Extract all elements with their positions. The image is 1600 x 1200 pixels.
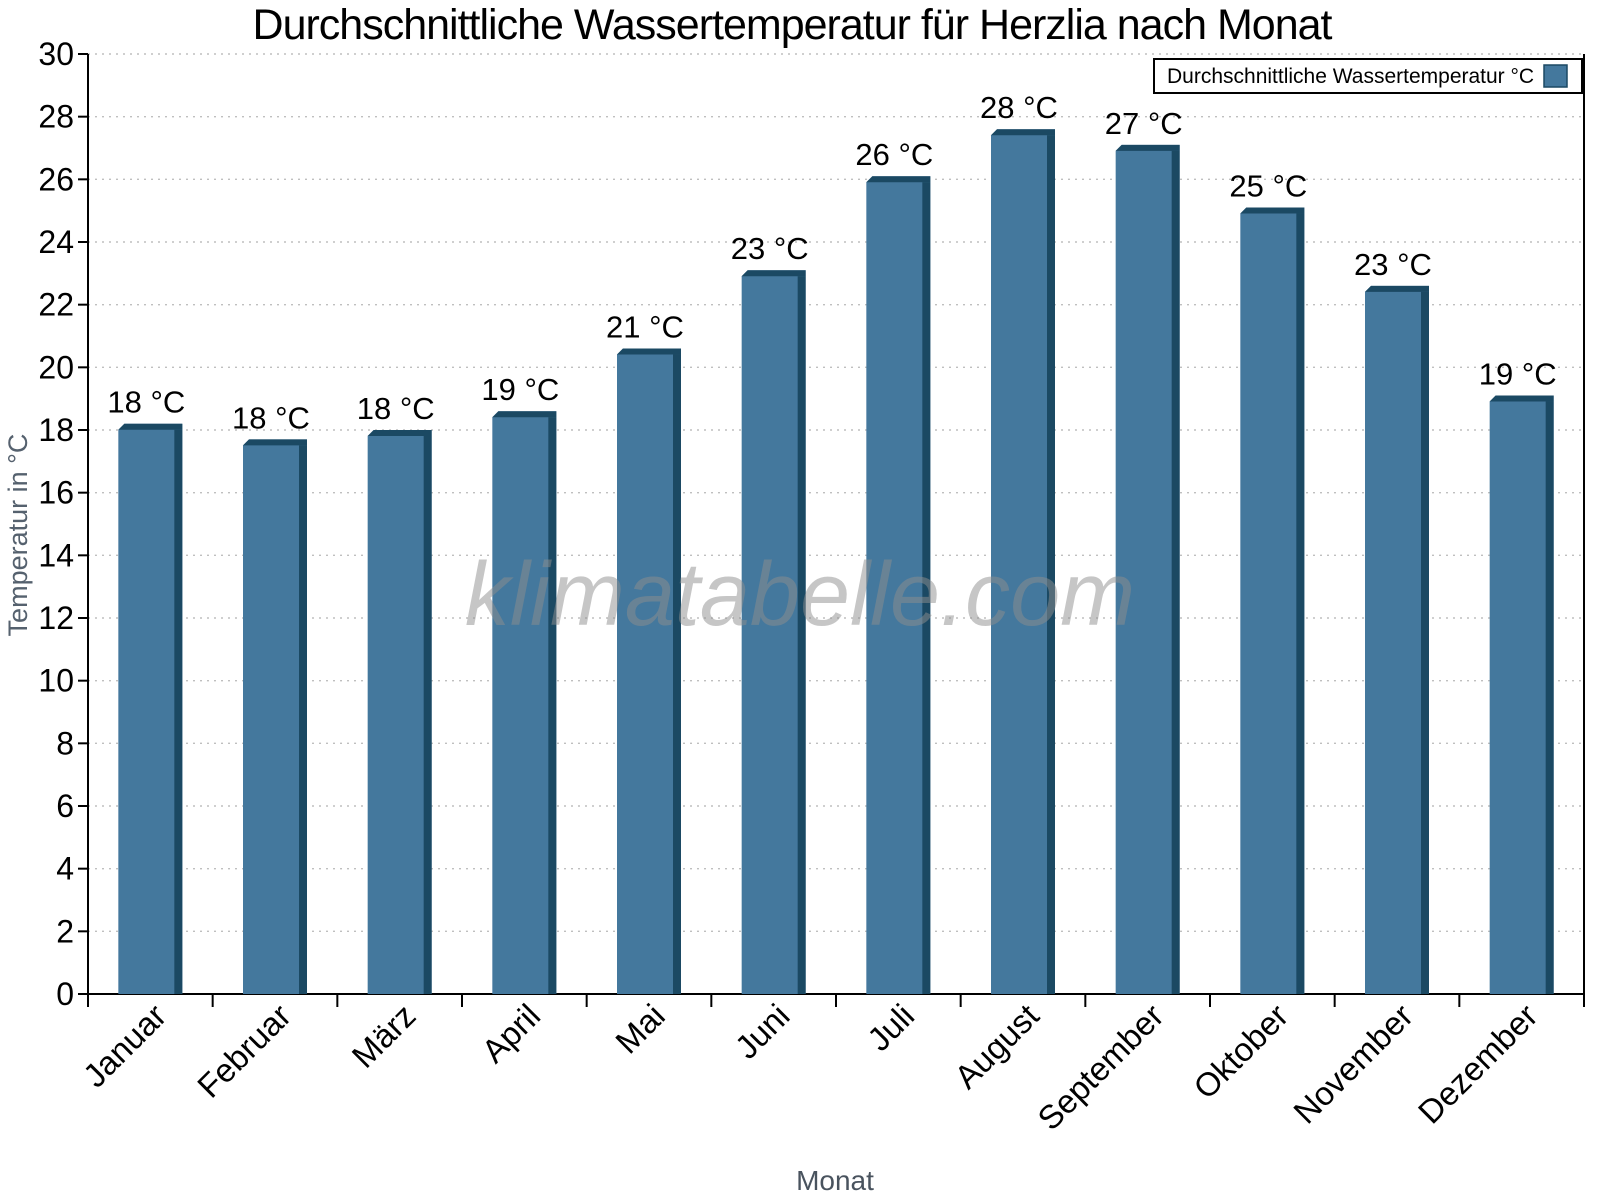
y-tick-label: 26 xyxy=(38,161,74,197)
legend-swatch xyxy=(1543,64,1568,88)
bar-right-edge xyxy=(1047,135,1055,994)
month-label-april: April xyxy=(474,997,547,1070)
x-axis-ticks xyxy=(87,994,1585,1007)
bar-top-edge xyxy=(617,348,681,355)
y-tick-label: 6 xyxy=(56,788,74,824)
bar-value-label: 23 °C xyxy=(731,231,809,266)
bar-value-label: 18 °C xyxy=(357,391,435,426)
bar-maerz[interactable] xyxy=(367,430,432,994)
bar-februar[interactable] xyxy=(243,439,307,994)
bar-top-edge xyxy=(492,411,557,418)
bar-right-edge xyxy=(922,182,931,994)
bar-value-label: 27 °C xyxy=(1105,106,1183,141)
bar-value-label: 18 °C xyxy=(107,385,185,420)
bar-mai[interactable] xyxy=(617,348,681,994)
legend-box xyxy=(1153,58,1583,94)
bar-value-label: 28 °C xyxy=(980,90,1058,125)
gridlines xyxy=(88,53,1584,933)
bar-top-edge xyxy=(741,270,806,277)
y-tick-label: 20 xyxy=(38,349,74,385)
bar-value-label: 19 °C xyxy=(1479,357,1557,392)
watermark: klimatabelle.com xyxy=(465,545,1135,645)
bar-series xyxy=(118,129,1554,995)
bar-top-edge xyxy=(866,176,931,183)
y-tick-label: 12 xyxy=(38,600,74,636)
legend-label: Durchschnittliche Wassertemperatur °C xyxy=(1167,65,1534,88)
month-label-maerz: März xyxy=(345,997,423,1075)
bar-august[interactable] xyxy=(991,129,1055,994)
bar-dezember[interactable] xyxy=(1489,395,1554,994)
bar-right-edge xyxy=(299,445,307,994)
bar-value-label: 23 °C xyxy=(1354,247,1432,282)
bar-value-label: 25 °C xyxy=(1229,169,1307,204)
month-label-juli: Juli xyxy=(860,997,921,1058)
bar-right-edge xyxy=(673,354,681,994)
bar-right-edge xyxy=(174,429,183,994)
y-tick-label: 0 xyxy=(56,976,74,1012)
bar-value-label: 18 °C xyxy=(232,400,310,435)
axes xyxy=(87,54,1585,995)
bar-value-labels: 18 °C 18 °C 18 °C 19 °C 21 °C 23 °C 26 °C 28 °C… xyxy=(107,90,1556,435)
y-tick-label: 30 xyxy=(38,36,74,72)
y-tick-label: 22 xyxy=(38,287,74,323)
y-tick-label: 14 xyxy=(38,537,74,573)
bar-value-label: 21 °C xyxy=(606,310,684,345)
bar-right-edge xyxy=(1171,150,1180,994)
month-label-oktober: Oktober xyxy=(1186,997,1295,1106)
month-label-september: September xyxy=(1030,997,1170,1137)
y-tick-label: 2 xyxy=(56,913,74,949)
bar-oktober[interactable] xyxy=(1240,207,1305,995)
month-label-dezember: Dezember xyxy=(1411,997,1545,1131)
bar-september[interactable] xyxy=(1115,144,1180,994)
legend[interactable]: Durchschnittliche Wassertemperatur °C xyxy=(1153,58,1583,94)
bar-januar[interactable] xyxy=(118,423,183,994)
y-axis-title: Temperatur in °C xyxy=(3,434,33,637)
bar-right-edge xyxy=(423,436,432,994)
y-tick-label: 4 xyxy=(56,851,74,887)
y-tick-label: 16 xyxy=(38,475,74,511)
bar-top-edge xyxy=(118,423,183,430)
bar-right-edge xyxy=(548,417,557,994)
bar-right-edge xyxy=(1296,213,1305,995)
y-tick-label: 18 xyxy=(38,412,74,448)
bar-top-edge xyxy=(1365,285,1429,292)
bar-top-edge xyxy=(367,430,432,436)
bar-value-label: 26 °C xyxy=(855,137,933,172)
bar-juli[interactable] xyxy=(866,176,931,994)
bar-right-edge xyxy=(1545,401,1554,994)
x-axis-title: Monat xyxy=(796,1165,874,1196)
month-label-november: November xyxy=(1286,997,1420,1131)
bar-top-edge xyxy=(1489,395,1554,402)
month-label-mai: Mai xyxy=(608,997,672,1061)
bar-value-label: 19 °C xyxy=(481,372,559,407)
bar-top-edge xyxy=(991,129,1055,136)
bar-top-edge xyxy=(243,439,307,446)
bar-juni[interactable] xyxy=(741,270,806,994)
bar-top-edge xyxy=(1115,144,1180,151)
y-tick-label: 10 xyxy=(38,663,74,699)
x-axis-labels: Januar Februar März April Mai Juni Juli AugustS… xyxy=(76,997,1545,1137)
bar-right-edge xyxy=(797,276,806,994)
chart-title: Durchschnittliche Wassertemperatur für H… xyxy=(253,1,1333,49)
month-label-februar: Februar xyxy=(190,997,298,1105)
month-label-januar: Januar xyxy=(76,997,174,1095)
y-tick-label: 8 xyxy=(56,725,74,761)
y-tick-label: 24 xyxy=(38,224,74,260)
month-label-august: August xyxy=(947,997,1046,1096)
bar-april[interactable] xyxy=(492,411,557,994)
bar-november[interactable] xyxy=(1365,285,1429,994)
bar-right-edge xyxy=(1421,291,1429,994)
y-tick-label: 28 xyxy=(38,99,74,135)
bar-top-edge xyxy=(1240,207,1305,214)
month-label-juni: Juni xyxy=(728,997,797,1066)
